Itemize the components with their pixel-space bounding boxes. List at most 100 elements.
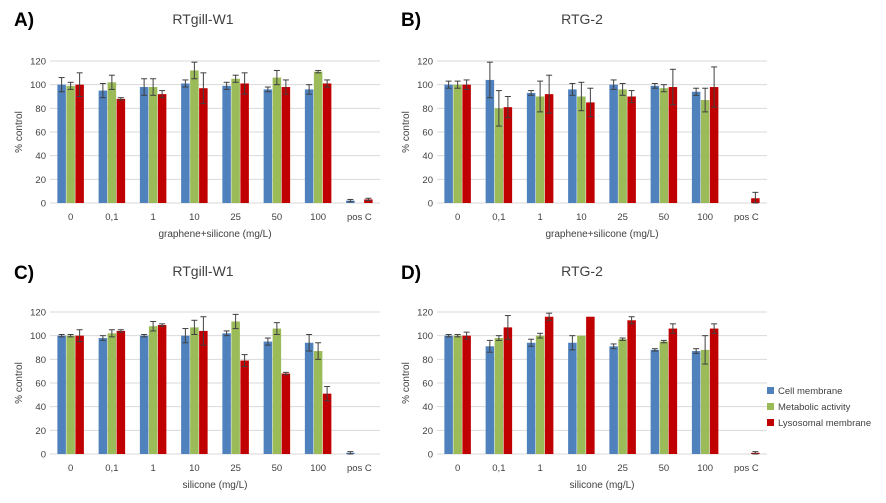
x-tick-label: 10 (576, 212, 587, 223)
chart-panel-2: B) RTG-2 0 20 40 60 80 100 120 % control 0 0,1 1 10 25… (401, 10, 767, 240)
x-tick-label: 50 (659, 463, 670, 474)
bar-2 (618, 339, 627, 454)
bar-1 (263, 341, 273, 454)
y-tick-label: 100 (417, 80, 433, 91)
bar-3 (586, 316, 595, 454)
bar-2 (494, 338, 504, 454)
x-tick-label: 10 (576, 463, 587, 474)
y-tick-label: 40 (422, 402, 433, 413)
bar-2 (231, 321, 240, 454)
bar-1 (181, 335, 190, 454)
bar-1 (57, 84, 66, 203)
y-tick-label: 80 (35, 104, 46, 115)
y-tick-label: 120 (30, 57, 46, 68)
x-tick-label: 50 (272, 463, 283, 474)
y-tick-label: 20 (422, 426, 433, 437)
legend-label: Metabolic activity (778, 402, 851, 413)
bar-2 (577, 96, 586, 203)
x-tick-label: 0,1 (105, 463, 118, 474)
x-tick-label: 1 (537, 212, 542, 223)
bar-1 (526, 342, 536, 454)
x-tick-label: 25 (617, 212, 628, 223)
x-axis-label: silicone (mg/L) (182, 480, 247, 491)
x-tick-label: 50 (659, 212, 670, 223)
y-axis-label: % control (14, 362, 25, 404)
bar-1 (444, 84, 453, 203)
x-tick-label: pos C (347, 212, 372, 223)
bar-1 (222, 85, 231, 203)
y-tick-label: 60 (422, 379, 433, 390)
chart-title: RTgill-W1 (172, 11, 233, 27)
y-tick-label: 0 (41, 450, 46, 461)
bar-3 (364, 199, 373, 203)
bar-2 (66, 85, 75, 203)
x-tick-label: pos C (347, 463, 372, 474)
panel-letter: B) (401, 10, 421, 31)
x-tick-label: pos C (734, 212, 759, 223)
bar-2 (148, 87, 158, 203)
x-tick-label: pos C (734, 463, 759, 474)
bar-3 (668, 87, 678, 203)
bar-1 (568, 342, 577, 454)
bar-1 (222, 333, 231, 454)
bar-1 (485, 346, 495, 454)
bar-1 (57, 335, 66, 454)
y-tick-label: 20 (35, 175, 46, 186)
legend-label: Lysosomal membrane (778, 418, 871, 429)
bar-3 (322, 393, 332, 454)
bar-2 (190, 70, 199, 203)
x-tick-label: 0 (455, 212, 460, 223)
bar-2 (107, 82, 117, 203)
y-tick-label: 80 (422, 355, 433, 366)
bar-3 (116, 98, 126, 203)
bar-3 (709, 328, 719, 454)
bar-3 (709, 87, 719, 203)
x-tick-label: 0,1 (105, 212, 118, 223)
x-axis-label: silicone (mg/L) (569, 480, 634, 491)
bar-1 (650, 349, 660, 454)
x-tick-label: 100 (310, 463, 326, 474)
y-tick-label: 80 (422, 104, 433, 115)
x-tick-label: 25 (230, 463, 241, 474)
chart-title: RTgill-W1 (172, 263, 233, 279)
bar-2 (190, 327, 199, 454)
bar-3 (281, 87, 291, 203)
x-tick-label: 0 (68, 463, 73, 474)
bar-1 (609, 346, 618, 454)
bar-1 (650, 85, 660, 203)
bar-1 (568, 89, 577, 203)
bar-2 (535, 335, 545, 454)
y-tick-label: 100 (30, 331, 46, 342)
legend-swatch (767, 403, 774, 410)
y-tick-label: 40 (35, 151, 46, 162)
y-tick-label: 20 (35, 426, 46, 437)
bar-3 (75, 335, 84, 454)
bar-2 (659, 341, 669, 454)
bar-1 (139, 87, 149, 203)
bar-1 (304, 89, 314, 203)
bar-3 (544, 94, 554, 203)
y-tick-label: 60 (35, 128, 46, 139)
y-tick-label: 100 (417, 331, 433, 342)
chart-title: RTG-2 (561, 263, 603, 279)
bar-1 (98, 338, 108, 454)
bar-1 (181, 83, 190, 203)
bar-3 (199, 88, 208, 203)
bar-2 (618, 89, 627, 203)
bar-1 (263, 89, 273, 203)
x-tick-label: 0 (455, 463, 460, 474)
x-tick-label: 100 (697, 212, 713, 223)
x-tick-label: 50 (272, 212, 283, 223)
bar-1 (485, 79, 495, 203)
bar-2 (272, 77, 282, 203)
x-axis-label: graphene+silicone (mg/L) (545, 229, 658, 240)
bar-2 (577, 335, 586, 454)
y-tick-label: 0 (428, 199, 433, 210)
legend-swatch (767, 387, 774, 394)
y-tick-label: 40 (422, 151, 433, 162)
bar-2 (231, 78, 240, 203)
bar-1 (526, 92, 536, 203)
bar-2 (700, 349, 710, 454)
bar-3 (627, 320, 636, 454)
bar-3 (240, 360, 249, 454)
